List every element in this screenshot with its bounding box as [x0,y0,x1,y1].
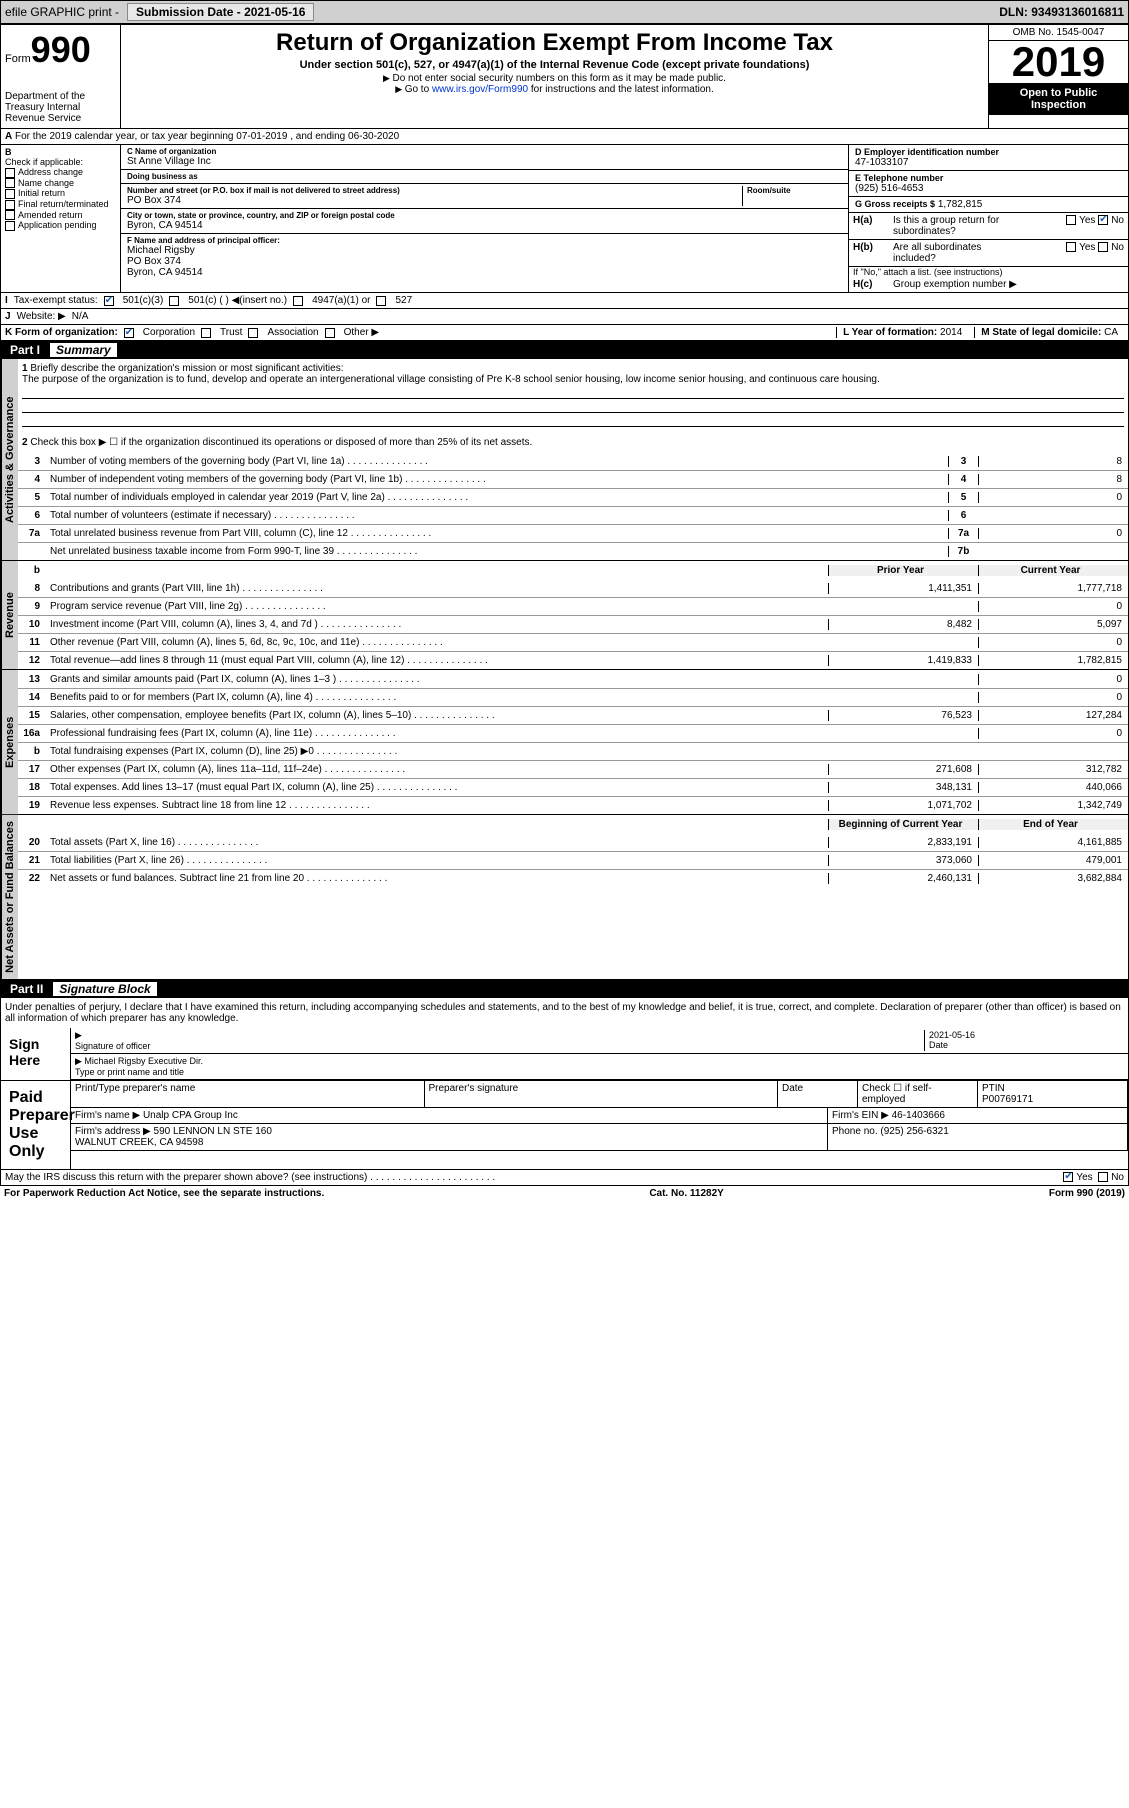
table-row: 14Benefits paid to or for members (Part … [18,688,1128,706]
ptin-value: PTIN P00769171 [978,1081,1128,1108]
cb-application-pending[interactable]: Application pending [5,220,116,231]
firm-addr: 590 LENNON LN STE 160 [154,1126,272,1137]
org-name: St Anne Village Inc [127,156,842,167]
efile-label: efile GRAPHIC print - [5,5,119,19]
top-bar: efile GRAPHIC print - Submission Date - … [0,0,1129,24]
form-subtitle: Under section 501(c), 527, or 4947(a)(1)… [125,59,984,71]
vlabel-governance: Activities & Governance [1,359,18,560]
table-row: 22Net assets or fund balances. Subtract … [18,869,1128,887]
table-row: Net unrelated business taxable income fr… [18,542,1128,560]
cb-corporation[interactable] [124,328,134,338]
vlabel-revenue: Revenue [1,561,18,669]
sign-here-label: Sign Here [1,1028,71,1080]
table-row: bTotal fundraising expenses (Part IX, co… [18,742,1128,760]
note-link: Go to www.irs.gov/Form990 for instructio… [125,84,984,95]
website-value: N/A [72,311,89,322]
sig-date: 2021-05-16 [929,1030,975,1040]
table-row: 18Total expenses. Add lines 13–17 (must … [18,778,1128,796]
officer-addr2: Byron, CA 94514 [127,267,842,278]
cb-name-change[interactable]: Name change [5,178,116,189]
officer-name: Michael Rigsby [127,245,842,256]
cb-initial-return[interactable]: Initial return [5,188,116,199]
year-formation: 2014 [940,327,962,338]
cb-amended-return[interactable]: Amended return [5,210,116,221]
firm-ein: 46-1403666 [892,1110,945,1121]
cb-4947[interactable] [293,296,303,306]
table-row: 3Number of voting members of the governi… [18,452,1128,470]
tax-year: 2019 [989,41,1128,83]
klm-row: K Form of organization: Corporation Trus… [0,325,1129,341]
cb-discuss-no[interactable] [1098,1172,1108,1182]
cb-discuss-yes[interactable] [1063,1172,1073,1182]
part1-header: Part I Summary [0,341,1129,359]
table-row: 5Total number of individuals employed in… [18,488,1128,506]
info-grid: B Check if applicable: Address change Na… [0,145,1129,293]
state-domicile: CA [1104,327,1118,338]
table-row: 21Total liabilities (Part X, line 26)373… [18,851,1128,869]
city-zip: Byron, CA 94514 [127,220,842,231]
cb-501c3[interactable] [104,296,114,306]
website-row: J Website: ▶ N/A [0,309,1129,325]
row-a: A For the 2019 calendar year, or tax yea… [0,129,1129,145]
table-row: 8Contributions and grants (Part VIII, li… [18,579,1128,597]
cb-final-return[interactable]: Final return/terminated [5,199,116,210]
cb-527[interactable] [376,296,386,306]
gross-receipts: 1,782,815 [938,199,983,210]
form-header: Form990 Department of the Treasury Inter… [0,24,1129,129]
table-row: 17Other expenses (Part IX, column (A), l… [18,760,1128,778]
public-badge: Open to Public Inspection [989,83,1128,115]
table-row: 4Number of independent voting members of… [18,470,1128,488]
table-row: 13Grants and similar amounts paid (Part … [18,670,1128,688]
firm-phone: (925) 256-6321 [880,1126,948,1137]
table-row: 16aProfessional fundraising fees (Part I… [18,724,1128,742]
table-row: 9Program service revenue (Part VIII, lin… [18,597,1128,615]
table-row: 19Revenue less expenses. Subtract line 1… [18,796,1128,814]
dept-label: Department of the Treasury Internal Reve… [5,91,116,124]
perjury-declaration: Under penalties of perjury, I declare th… [1,998,1128,1028]
table-row: 7aTotal unrelated business revenue from … [18,524,1128,542]
table-row: 20Total assets (Part X, line 16)2,833,19… [18,833,1128,851]
mission-text: The purpose of the organization is to fu… [22,374,880,385]
page-footer: For Paperwork Reduction Act Notice, see … [0,1186,1129,1201]
cb-other[interactable] [325,328,335,338]
cb-501c[interactable] [169,296,179,306]
form-title: Return of Organization Exempt From Incom… [125,29,984,57]
cb-association[interactable] [248,328,258,338]
officer-print-name: Michael Rigsby Executive Dir. [84,1056,203,1066]
table-row: 15Salaries, other compensation, employee… [18,706,1128,724]
irs-link[interactable]: www.irs.gov/Form990 [432,84,528,95]
table-row: 10Investment income (Part VIII, column (… [18,615,1128,633]
firm-name: Unalp CPA Group Inc [143,1110,238,1121]
vlabel-netassets: Net Assets or Fund Balances [1,815,18,979]
submission-date-btn[interactable]: Submission Date - 2021-05-16 [127,3,314,21]
table-row: 12Total revenue—add lines 8 through 11 (… [18,651,1128,669]
cb-trust[interactable] [201,328,211,338]
part2-header: Part II Signature Block [0,980,1129,998]
street-address: PO Box 374 [127,195,742,206]
ein: 47-1033107 [855,157,1122,168]
table-row: 6Total number of volunteers (estimate if… [18,506,1128,524]
tax-exempt-row: I Tax-exempt status: 501(c)(3) 501(c) ( … [0,293,1129,309]
telephone: (925) 516-4653 [855,183,1122,194]
officer-addr1: PO Box 374 [127,256,842,267]
paid-preparer-label: Paid Preparer Use Only [1,1081,71,1169]
vlabel-expenses: Expenses [1,670,18,814]
dln-label: DLN: 93493136016811 [999,5,1124,19]
form-number: Form990 [5,29,116,71]
cb-address-change[interactable]: Address change [5,167,116,178]
note-ssn: Do not enter social security numbers on … [125,73,984,84]
table-row: 11Other revenue (Part VIII, column (A), … [18,633,1128,651]
